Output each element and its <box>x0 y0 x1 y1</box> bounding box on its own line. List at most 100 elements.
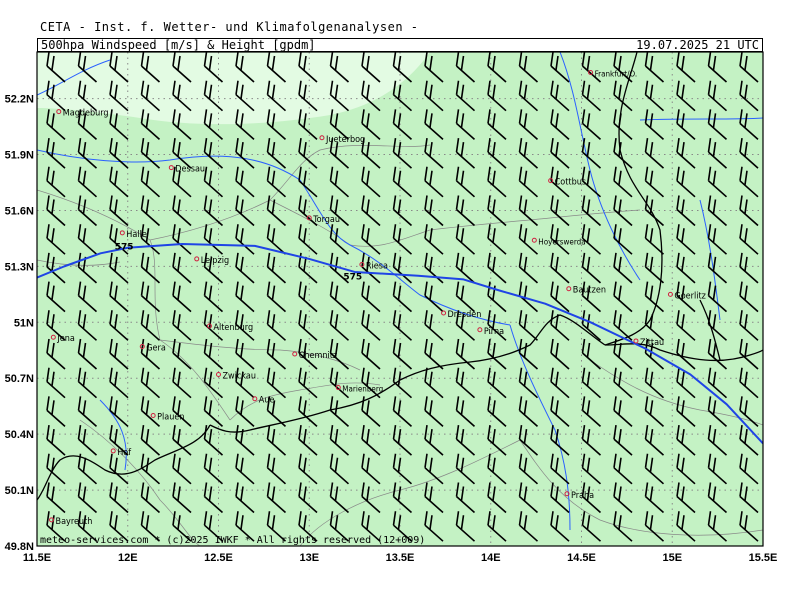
wind-barb <box>235 166 255 198</box>
wind-barb <box>235 195 255 227</box>
lon-tick-label: 12.5E <box>204 552 233 564</box>
wind-barb <box>550 396 570 427</box>
wind-barb <box>361 80 381 112</box>
wind-barb <box>518 166 539 198</box>
city-dot <box>49 517 55 523</box>
wind-barb <box>550 338 570 370</box>
wind-barb <box>707 338 728 370</box>
wind-barb <box>487 224 507 255</box>
wind-barb <box>329 281 350 313</box>
city-label: Pirna <box>484 327 504 337</box>
wind-barb <box>329 166 350 198</box>
wind-barb <box>613 224 633 255</box>
wind-barb <box>676 338 696 370</box>
wind-barb <box>676 252 696 284</box>
country-borders <box>37 52 763 501</box>
wind-barb <box>46 367 66 399</box>
wind-barb <box>739 137 759 169</box>
wind-barb <box>676 367 696 399</box>
wind-barb <box>518 80 539 112</box>
wind-barbs <box>46 52 759 542</box>
lat-tick-label: 52.2N <box>5 94 34 106</box>
wind-barb <box>518 367 539 399</box>
city-label: Magdeburg <box>63 109 109 119</box>
wind-barb <box>487 52 507 83</box>
wind-barb <box>424 195 444 227</box>
wind-barb <box>518 453 539 485</box>
wind-barb <box>644 424 665 456</box>
wind-barb <box>424 80 444 112</box>
contour-label: 575 <box>343 272 362 282</box>
city-dot <box>168 165 174 171</box>
wind-barb <box>172 511 192 542</box>
wind-barb <box>518 52 539 83</box>
city-label: Hoyerswerda <box>538 237 585 246</box>
wind-barb <box>739 367 759 399</box>
wind-barb <box>739 166 759 198</box>
wind-barb <box>77 338 98 370</box>
wind-barb <box>550 80 570 112</box>
lon-tick-label: 11.5E <box>23 552 51 564</box>
city-hof: Hof <box>110 448 131 458</box>
wind-barb <box>392 453 413 485</box>
wind-barb <box>739 424 759 456</box>
lon-tick-label: 14.5E <box>567 552 596 564</box>
city-label: Praha <box>571 491 594 501</box>
wind-barb <box>46 252 66 284</box>
city-dot <box>306 215 312 221</box>
wind-barb <box>424 224 444 255</box>
wind-barb <box>676 482 696 514</box>
city-dresden: Dresden <box>441 310 481 320</box>
city-dessau: Dessau <box>168 165 205 175</box>
wind-barb <box>266 396 287 427</box>
wind-barb <box>77 137 98 169</box>
wind-barb <box>550 109 570 140</box>
wind-barb <box>361 367 381 399</box>
wind-barb <box>46 482 66 514</box>
wind-barb <box>644 338 665 370</box>
wind-barb <box>392 109 413 140</box>
wind-barb <box>46 52 66 83</box>
wind-barb <box>298 224 318 255</box>
wind-barb <box>298 482 318 514</box>
wind-barb <box>613 424 633 456</box>
wind-barb <box>329 310 350 341</box>
wind-barb <box>77 109 98 140</box>
wind-barb <box>676 453 696 485</box>
city-dot <box>319 135 325 141</box>
city-altenburg: Altenburg <box>206 323 253 333</box>
wind-barb <box>266 281 287 313</box>
city-dot <box>194 256 200 262</box>
wind-barb <box>109 109 129 140</box>
wind-barb <box>203 367 224 399</box>
wind-barb <box>172 367 192 399</box>
lat-tick-label: 50.4N <box>5 429 34 441</box>
wind-barb <box>46 166 66 198</box>
wind-barb <box>487 338 507 370</box>
wind-barb <box>707 252 728 284</box>
wind-barb <box>739 195 759 227</box>
city-dot <box>531 237 537 243</box>
city-dot <box>359 262 365 268</box>
wind-barb <box>581 137 602 169</box>
wind-barb <box>109 281 129 313</box>
wind-barb <box>298 137 318 169</box>
wind-barb <box>644 195 665 227</box>
wind-barb <box>518 109 539 140</box>
wind-barb <box>298 166 318 198</box>
wind-barb <box>707 224 728 255</box>
wind-barb <box>329 80 350 112</box>
wind-barb <box>140 482 161 514</box>
wind-barb <box>581 195 602 227</box>
wind-barb <box>487 424 507 456</box>
wind-barb <box>266 195 287 227</box>
wind-barb <box>707 482 728 514</box>
wind-barb <box>455 482 476 514</box>
wind-barb <box>140 252 161 284</box>
wind-barb <box>644 281 665 313</box>
lat-tick-label: 50.7N <box>5 373 34 385</box>
wind-barb <box>298 424 318 456</box>
city-label: Jueterbog <box>325 135 365 145</box>
wind-barb <box>644 453 665 485</box>
city-dot <box>110 448 116 454</box>
